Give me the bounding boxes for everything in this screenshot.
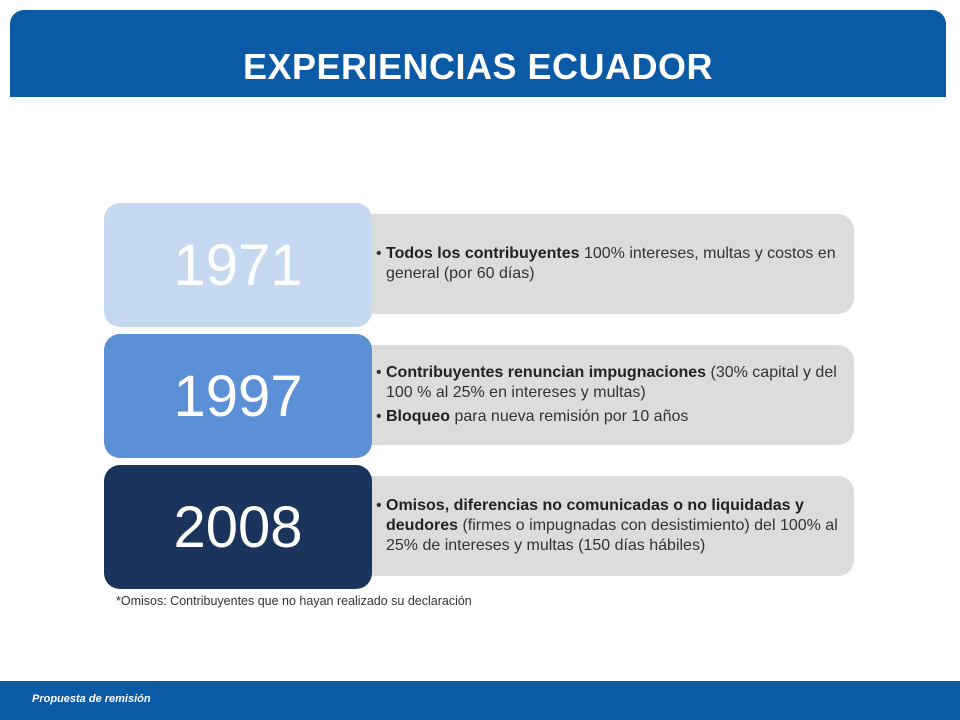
header-bar: EXPERIENCIAS ECUADOR [10, 10, 946, 97]
timeline-detail-1997: Contribuyentes renuncian impugnaciones (… [354, 345, 854, 445]
bullet-item: Contribuyentes renuncian impugnaciones (… [376, 363, 842, 403]
timeline-row-1997: Contribuyentes renuncian impugnaciones (… [104, 334, 854, 458]
bullet-item: Bloqueo para nueva remisión por 10 años [376, 407, 842, 427]
timeline-detail-2008: Omisos, diferencias no comunicadas o no … [354, 476, 854, 576]
timeline-row-2008: Omisos, diferencias no comunicadas o no … [104, 465, 854, 589]
bullet-item: Todos los contribuyentes 100% intereses,… [376, 244, 842, 284]
timeline-row-1971: Todos los contribuyentes 100% intereses,… [104, 203, 854, 327]
bullet-item: Omisos, diferencias no comunicadas o no … [376, 496, 842, 556]
year-box-1971: 1971 [104, 203, 372, 327]
footer-bar: Propuesta de remisión [0, 681, 960, 720]
year-box-1997: 1997 [104, 334, 372, 458]
year-box-2008: 2008 [104, 465, 372, 589]
footnote: *Omisos: Contribuyentes que no hayan rea… [116, 594, 472, 608]
timeline-detail-1971: Todos los contribuyentes 100% intereses,… [354, 214, 854, 314]
page-title: EXPERIENCIAS ECUADOR [242, 46, 714, 87]
footer-text: Propuesta de remisión [32, 693, 151, 705]
